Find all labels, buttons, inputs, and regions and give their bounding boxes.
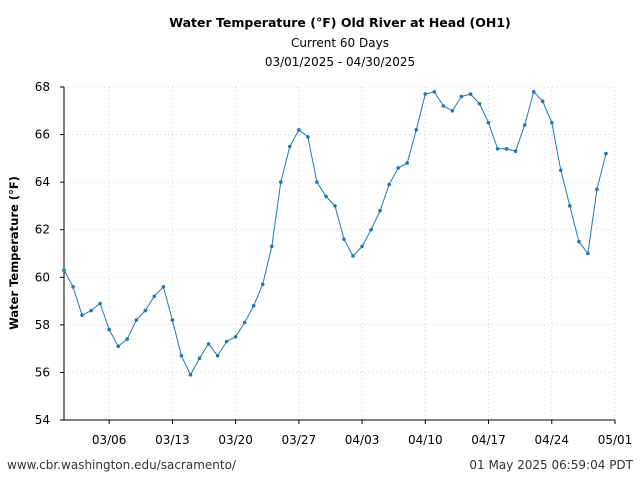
data-point: [333, 204, 337, 208]
data-point: [215, 354, 220, 358]
x-tick-label: 04/17: [471, 433, 506, 447]
x-tick-label: 04/03: [345, 433, 380, 447]
data-point: [559, 168, 563, 173]
chart-subtitle: Current 60 Days: [291, 36, 389, 50]
data-point: [468, 92, 473, 96]
y-tick-label: 62: [35, 223, 50, 237]
chart-title: Water Temperature (°F) Old River at Head…: [169, 15, 511, 30]
data-point: [279, 180, 283, 184]
data-point: [369, 227, 373, 232]
data-point: [432, 90, 437, 94]
data-point: [98, 301, 102, 306]
data-point: [586, 251, 590, 256]
data-point: [107, 327, 111, 332]
line-chart: Water Temperature (°F) Old River at Head…: [7, 15, 633, 447]
data-point: [531, 90, 536, 94]
y-tick-label: 60: [35, 270, 50, 284]
data-point: [477, 101, 482, 106]
y-axis-label: Water Temperature (°F): [7, 176, 21, 330]
chart-date-range: 03/01/2025 - 04/30/2025: [265, 55, 415, 69]
data-point: [62, 268, 66, 273]
x-tick-label: 03/06: [92, 433, 127, 447]
data-point: [441, 104, 446, 108]
y-tick-label: 56: [35, 365, 50, 379]
data-point: [577, 239, 581, 244]
data-point: [550, 120, 554, 125]
generated-timestamp: 01 May 2025 06:59:04 PDT: [469, 458, 633, 472]
data-point: [450, 109, 455, 113]
data-point: [242, 320, 247, 325]
data-point: [423, 92, 428, 96]
x-tick-label: 03/27: [282, 433, 317, 447]
x-tick-label: 04/24: [534, 433, 569, 447]
data-point: [414, 128, 419, 132]
y-tick-label: 58: [35, 318, 50, 332]
data-point: [170, 318, 175, 322]
data-point: [297, 128, 301, 132]
data-point: [459, 94, 464, 99]
axes: 54 56 58 60 62 64 66 68 03/06 03/13 03/20 03/27 04/0…: [35, 80, 633, 447]
data-point: [342, 237, 346, 241]
source-url[interactable]: www.cbr.washington.edu/sacramento/: [7, 458, 236, 472]
data-point: [306, 135, 310, 139]
data-point: [116, 344, 120, 349]
data-point: [224, 339, 229, 344]
grid: [64, 86, 616, 421]
data-point: [188, 373, 193, 377]
data-point: [161, 285, 166, 289]
data-point: [495, 147, 500, 151]
data-point: [251, 304, 256, 308]
y-tick-label: 68: [35, 80, 50, 94]
y-tick-label: 54: [35, 413, 50, 427]
data-point: [595, 187, 599, 192]
data-point: [260, 282, 265, 287]
data-point: [315, 180, 319, 184]
data-point: [270, 244, 274, 249]
y-tick-label: 64: [35, 175, 50, 189]
data-point: [125, 337, 129, 341]
data-point: [134, 318, 139, 322]
data-point: [206, 342, 211, 346]
y-tick-label: 66: [35, 128, 50, 142]
data-point: [360, 244, 364, 249]
data-point: [324, 194, 328, 199]
data-point: [80, 313, 84, 318]
data-point: [152, 294, 157, 299]
data-point: [71, 285, 75, 289]
data-point: [522, 123, 527, 127]
data-point: [568, 204, 572, 208]
data-point: [351, 254, 355, 258]
data-point: [233, 335, 238, 339]
data-point: [387, 182, 392, 187]
x-tick-label: 05/01: [598, 433, 633, 447]
data-point: [513, 149, 518, 153]
data-point: [486, 120, 491, 125]
x-tick-label: 04/10: [408, 433, 443, 447]
data-point: [504, 147, 509, 151]
data-point: [89, 308, 93, 313]
data-point: [604, 151, 608, 156]
data-point: [405, 161, 410, 165]
data-point: [396, 166, 401, 170]
data-point: [143, 308, 148, 313]
data-point: [540, 99, 545, 104]
data-point: [378, 208, 382, 213]
x-tick-label: 03/13: [155, 433, 190, 447]
data-point: [179, 354, 184, 358]
series-temperature: [62, 90, 608, 377]
data-point: [288, 144, 292, 149]
x-tick-label: 03/20: [218, 433, 253, 447]
data-point: [197, 356, 202, 361]
